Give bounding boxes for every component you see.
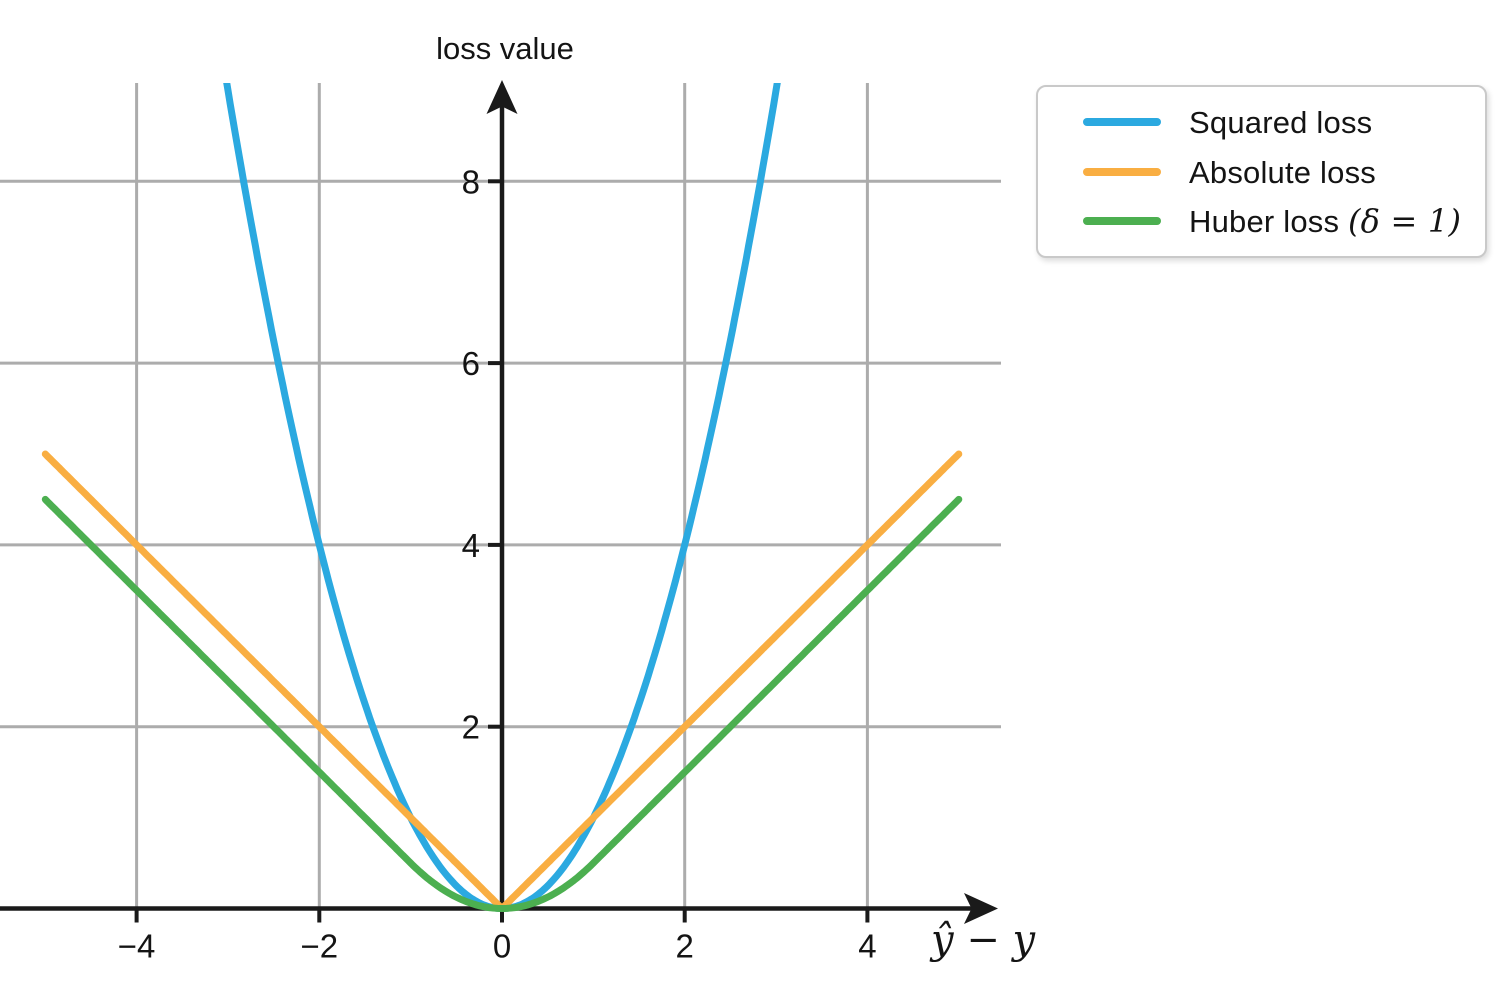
legend-label-math: (δ = 1) xyxy=(1348,202,1462,241)
curves xyxy=(41,83,963,912)
legend: Squared loss Absolute loss Huber loss (δ… xyxy=(1036,85,1487,258)
y-axis-title: loss value xyxy=(436,31,574,66)
y-axis-arrow-icon xyxy=(486,80,518,114)
huber-loss-curve xyxy=(41,495,963,912)
x-tick-label--4: −4 xyxy=(118,928,156,965)
legend-label: Absolute loss xyxy=(1189,153,1376,191)
y-tick-label-8: 8 xyxy=(462,163,480,200)
axes xyxy=(0,80,998,924)
axis-ticks xyxy=(134,179,870,923)
x-tick-label-2: 2 xyxy=(676,928,694,965)
tick-labels: −4 −2 0 2 4 2 4 6 8 xyxy=(118,163,877,964)
y-tick-label-2: 2 xyxy=(462,709,480,746)
x-tick-label--2: −2 xyxy=(300,928,338,965)
legend-label-text: Huber loss xyxy=(1189,204,1348,240)
x-axis-title: ŷ − y xyxy=(929,917,1037,963)
legend-label-text: Absolute loss xyxy=(1189,154,1376,190)
legend-item-squared-loss: Squared loss xyxy=(1038,103,1485,141)
absolute-loss-swatch-icon xyxy=(1083,167,1161,176)
legend-label: Squared loss xyxy=(1189,103,1372,141)
x-tick-label-0: 0 xyxy=(493,928,511,965)
x-tick-label-4: 4 xyxy=(858,928,876,965)
x-axis-arrow-icon xyxy=(964,893,998,924)
legend-label-text: Squared loss xyxy=(1189,104,1373,140)
legend-item-huber-loss: Huber loss (δ = 1) xyxy=(1038,202,1485,240)
legend-label: Huber loss (δ = 1) xyxy=(1189,202,1461,240)
huber-loss-swatch-icon xyxy=(1083,217,1161,226)
y-tick-label-6: 6 xyxy=(462,345,480,382)
squared-loss-swatch-icon xyxy=(1083,117,1161,126)
y-tick-label-4: 4 xyxy=(462,527,480,564)
legend-item-absolute-loss: Absolute loss xyxy=(1038,153,1485,191)
